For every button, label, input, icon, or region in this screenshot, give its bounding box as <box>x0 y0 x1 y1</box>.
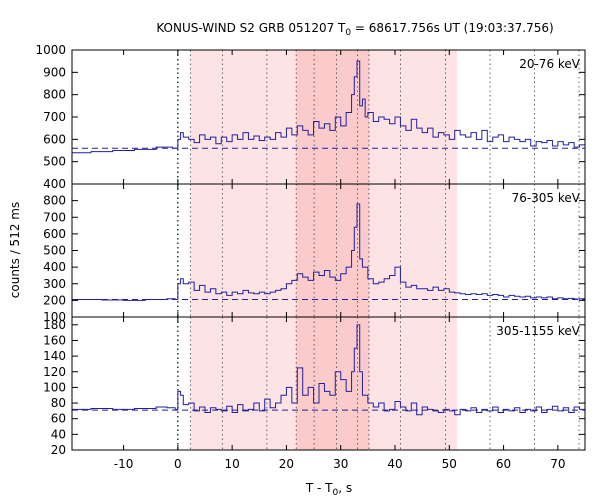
y-tick-label: 700 <box>43 110 66 124</box>
y-tick-label: 400 <box>43 260 66 274</box>
y-tick-label: 40 <box>51 427 66 441</box>
light-curve <box>72 60 585 154</box>
y-tick-label: 100 <box>43 310 66 324</box>
energy-band-label: 76-305 keV <box>512 191 581 205</box>
y-tick-label: 900 <box>43 65 66 79</box>
y-tick-label: 20 <box>51 443 66 457</box>
x-tick-label: 30 <box>333 457 348 471</box>
y-tick-label: 300 <box>43 277 66 291</box>
y-tick-label: 140 <box>43 349 66 363</box>
light-curve <box>72 203 585 301</box>
y-tick-label: 800 <box>43 194 66 208</box>
y-tick-label: 80 <box>51 396 66 410</box>
panel-1: 400 500 600 700 800 900 1000 20-76 keV <box>35 43 586 191</box>
x-axis-label-rest: , s <box>338 481 352 495</box>
y-tick-label: 400 <box>43 177 66 191</box>
panel-frame <box>71 316 586 451</box>
light-curve <box>72 324 585 416</box>
y-tick-label: 800 <box>43 88 66 102</box>
chart-title: KONUS-WIND S2 GRB 051207 T0 = 68617.756s… <box>156 21 553 38</box>
y-tick-label: 120 <box>43 365 66 379</box>
y-tick-label: 180 <box>43 318 66 332</box>
x-tick-label: 40 <box>387 457 402 471</box>
y-tick-label: 200 <box>43 293 66 307</box>
energy-band-label: 305-1155 keV <box>496 324 580 338</box>
x-tick-label: 70 <box>550 457 565 471</box>
x-tick-label: 0 <box>174 457 182 471</box>
x-tick-label: -10 <box>114 457 134 471</box>
x-tick-label: 60 <box>496 457 511 471</box>
x-tick-label: 20 <box>279 457 294 471</box>
y-tick-label: 700 <box>43 210 66 224</box>
x-axis-label: T - T0, s <box>305 481 352 498</box>
x-tick-label: 50 <box>442 457 457 471</box>
x-axis-label-subscript: 0 <box>333 488 339 498</box>
y-tick-label: 600 <box>43 132 66 146</box>
y-tick-label: 600 <box>43 227 66 241</box>
x-tick-label: 10 <box>225 457 240 471</box>
y-tick-label: 100 <box>43 380 66 394</box>
energy-band-label: 20-76 keV <box>519 57 581 71</box>
y-tick-label: 500 <box>43 244 66 258</box>
y-tick-label: 500 <box>43 155 66 169</box>
chart-title-subscript: 0 <box>345 28 351 38</box>
y-tick-label: 60 <box>51 412 66 426</box>
y-axis-label: counts / 512 ms <box>8 202 22 298</box>
chart-title-rest: = 68617.756s UT (19:03:37.756) <box>351 21 554 35</box>
shaded-interval-2 <box>296 317 369 450</box>
y-tick-label: 160 <box>43 333 66 347</box>
panel-2: 100 200 300 400 500 600 700 800 76-305 keV <box>43 183 586 324</box>
shaded-interval-2 <box>296 50 369 184</box>
chart-title-main: KONUS-WIND S2 GRB 051207 T <box>156 21 346 35</box>
x-axis-label-main: T - T <box>305 481 333 495</box>
y-tick-label: 1000 <box>35 43 66 57</box>
